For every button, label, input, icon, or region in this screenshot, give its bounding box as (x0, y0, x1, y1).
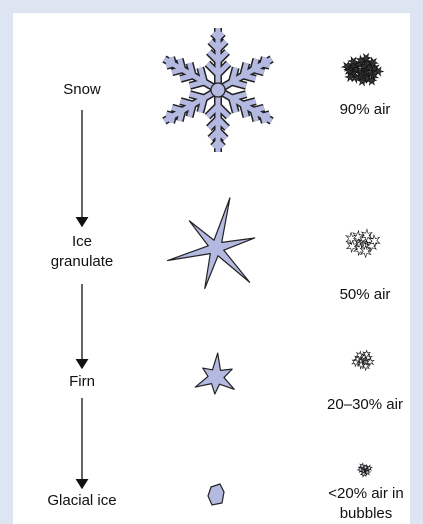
grain (365, 356, 375, 367)
grain (365, 75, 378, 87)
air-label: 50% air (339, 286, 391, 303)
snowflake (162, 28, 274, 152)
stage-label: Glacial ice (47, 492, 117, 509)
grain (359, 244, 372, 259)
air-label: <20% air in bubbles (328, 485, 404, 522)
grain (351, 357, 361, 368)
grain-cluster (340, 52, 385, 87)
glacial-grain (207, 483, 225, 506)
grain (354, 350, 365, 361)
grain (350, 229, 365, 244)
flake-core (210, 82, 226, 98)
grain (368, 233, 381, 248)
grain (359, 470, 368, 478)
air-label: 90% air (339, 101, 391, 118)
grain (367, 56, 379, 68)
firn-grain (194, 352, 235, 395)
grain-cluster (351, 349, 375, 372)
ice-granule (166, 197, 256, 290)
stage-label: Snow (63, 81, 101, 98)
air-label: 20–30% air (327, 396, 403, 413)
grain (372, 65, 385, 77)
grain (356, 75, 369, 87)
grain (345, 239, 359, 254)
grain (340, 60, 353, 73)
stage-label: Firn (69, 373, 95, 390)
grain (360, 52, 373, 64)
flake-fill (163, 28, 273, 152)
grain (365, 464, 374, 472)
grain (345, 231, 358, 246)
grain (344, 71, 357, 83)
grain (363, 468, 372, 477)
grain-cluster (345, 228, 381, 259)
stage-label: Ice granulate (50, 233, 114, 270)
grain-cluster (356, 462, 374, 478)
grain (362, 349, 371, 360)
grain (361, 361, 371, 372)
grain (358, 462, 367, 471)
